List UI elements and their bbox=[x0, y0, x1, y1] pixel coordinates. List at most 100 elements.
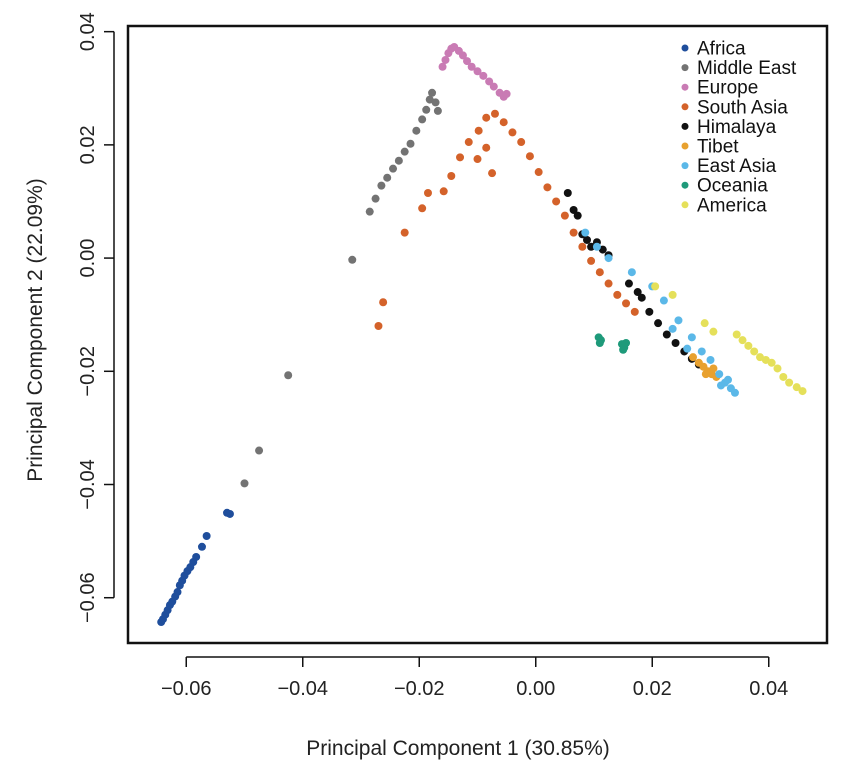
data-point bbox=[255, 446, 264, 455]
data-point bbox=[785, 378, 794, 387]
data-point bbox=[730, 388, 739, 397]
data-point bbox=[578, 242, 587, 251]
data-point bbox=[431, 98, 440, 107]
data-point bbox=[773, 364, 782, 373]
data-point bbox=[674, 316, 683, 325]
data-point bbox=[499, 118, 508, 127]
points-layer bbox=[157, 42, 807, 627]
data-point bbox=[284, 371, 293, 380]
data-point bbox=[423, 188, 432, 197]
data-point bbox=[738, 336, 747, 345]
legend-marker bbox=[681, 64, 689, 72]
data-point bbox=[573, 211, 582, 220]
data-point bbox=[645, 307, 654, 316]
data-point bbox=[439, 187, 448, 196]
data-point bbox=[689, 353, 698, 362]
data-point bbox=[488, 169, 497, 178]
data-point bbox=[371, 194, 380, 203]
series-middle-east bbox=[240, 88, 442, 488]
data-point bbox=[700, 319, 709, 328]
legend-marker bbox=[681, 181, 689, 189]
data-point bbox=[456, 153, 465, 162]
data-point bbox=[394, 156, 403, 165]
data-point bbox=[697, 347, 706, 356]
data-point bbox=[441, 55, 450, 64]
data-point bbox=[482, 113, 491, 122]
data-point bbox=[723, 375, 732, 384]
plot-frame bbox=[126, 24, 829, 645]
data-point bbox=[463, 57, 472, 66]
data-point bbox=[552, 197, 561, 206]
data-point bbox=[438, 62, 447, 71]
data-point bbox=[173, 588, 182, 597]
data-point bbox=[400, 228, 409, 237]
legend-label: East Asia bbox=[697, 156, 777, 177]
data-point bbox=[683, 344, 692, 353]
data-point bbox=[474, 126, 483, 135]
data-point bbox=[750, 347, 759, 356]
data-point bbox=[348, 255, 357, 264]
data-point bbox=[240, 479, 249, 488]
legend-label: Tibet bbox=[697, 137, 739, 158]
data-point bbox=[671, 338, 680, 347]
series-europe bbox=[438, 42, 511, 101]
data-point bbox=[225, 509, 234, 518]
data-point bbox=[732, 330, 741, 339]
data-point bbox=[383, 173, 392, 182]
legend-label: Middle East bbox=[697, 58, 797, 79]
data-point bbox=[543, 183, 552, 192]
legend-marker bbox=[681, 103, 689, 111]
data-point bbox=[709, 327, 718, 336]
series-south-asia bbox=[374, 109, 639, 331]
data-point bbox=[767, 358, 776, 367]
data-point bbox=[447, 172, 456, 181]
data-point bbox=[613, 290, 622, 299]
data-point bbox=[604, 254, 613, 263]
data-point bbox=[587, 242, 596, 251]
data-point bbox=[668, 324, 677, 333]
series-himalaya bbox=[563, 188, 703, 369]
data-point bbox=[592, 242, 601, 251]
data-point bbox=[563, 188, 572, 197]
data-point bbox=[662, 330, 671, 339]
data-point bbox=[715, 370, 724, 379]
data-point bbox=[377, 181, 386, 190]
data-point bbox=[659, 296, 668, 305]
x-tick-label: 0.02 bbox=[633, 678, 672, 700]
data-point bbox=[779, 372, 788, 381]
data-point bbox=[502, 89, 511, 98]
data-point bbox=[595, 268, 604, 277]
series-oceania bbox=[594, 333, 631, 354]
data-point bbox=[433, 106, 442, 115]
legend-label: South Asia bbox=[697, 97, 788, 118]
data-point bbox=[412, 126, 421, 135]
data-point bbox=[517, 138, 526, 147]
data-point bbox=[622, 299, 631, 308]
legend-label: Oceania bbox=[697, 176, 768, 197]
data-point bbox=[428, 88, 437, 97]
data-point bbox=[560, 211, 569, 220]
legend-marker bbox=[681, 201, 689, 209]
data-point bbox=[798, 387, 807, 396]
legend-marker bbox=[681, 44, 689, 52]
data-point bbox=[706, 355, 715, 364]
data-point bbox=[192, 552, 201, 561]
x-axis: −0.06 −0.04 −0.02 0.00 0.02 0.04 bbox=[161, 656, 788, 700]
data-point bbox=[627, 268, 636, 277]
data-point bbox=[473, 155, 482, 164]
y-tick-label: −0.02 bbox=[77, 346, 99, 397]
data-point bbox=[374, 322, 383, 331]
data-point bbox=[581, 228, 590, 237]
data-point bbox=[389, 164, 398, 173]
data-point bbox=[701, 370, 710, 379]
data-point bbox=[418, 115, 427, 124]
legend-label: Himalaya bbox=[697, 117, 777, 138]
data-point bbox=[418, 204, 427, 213]
data-point bbox=[485, 77, 494, 86]
data-point bbox=[508, 128, 517, 137]
data-point bbox=[619, 345, 628, 354]
x-tick-label: 0.04 bbox=[749, 678, 788, 700]
